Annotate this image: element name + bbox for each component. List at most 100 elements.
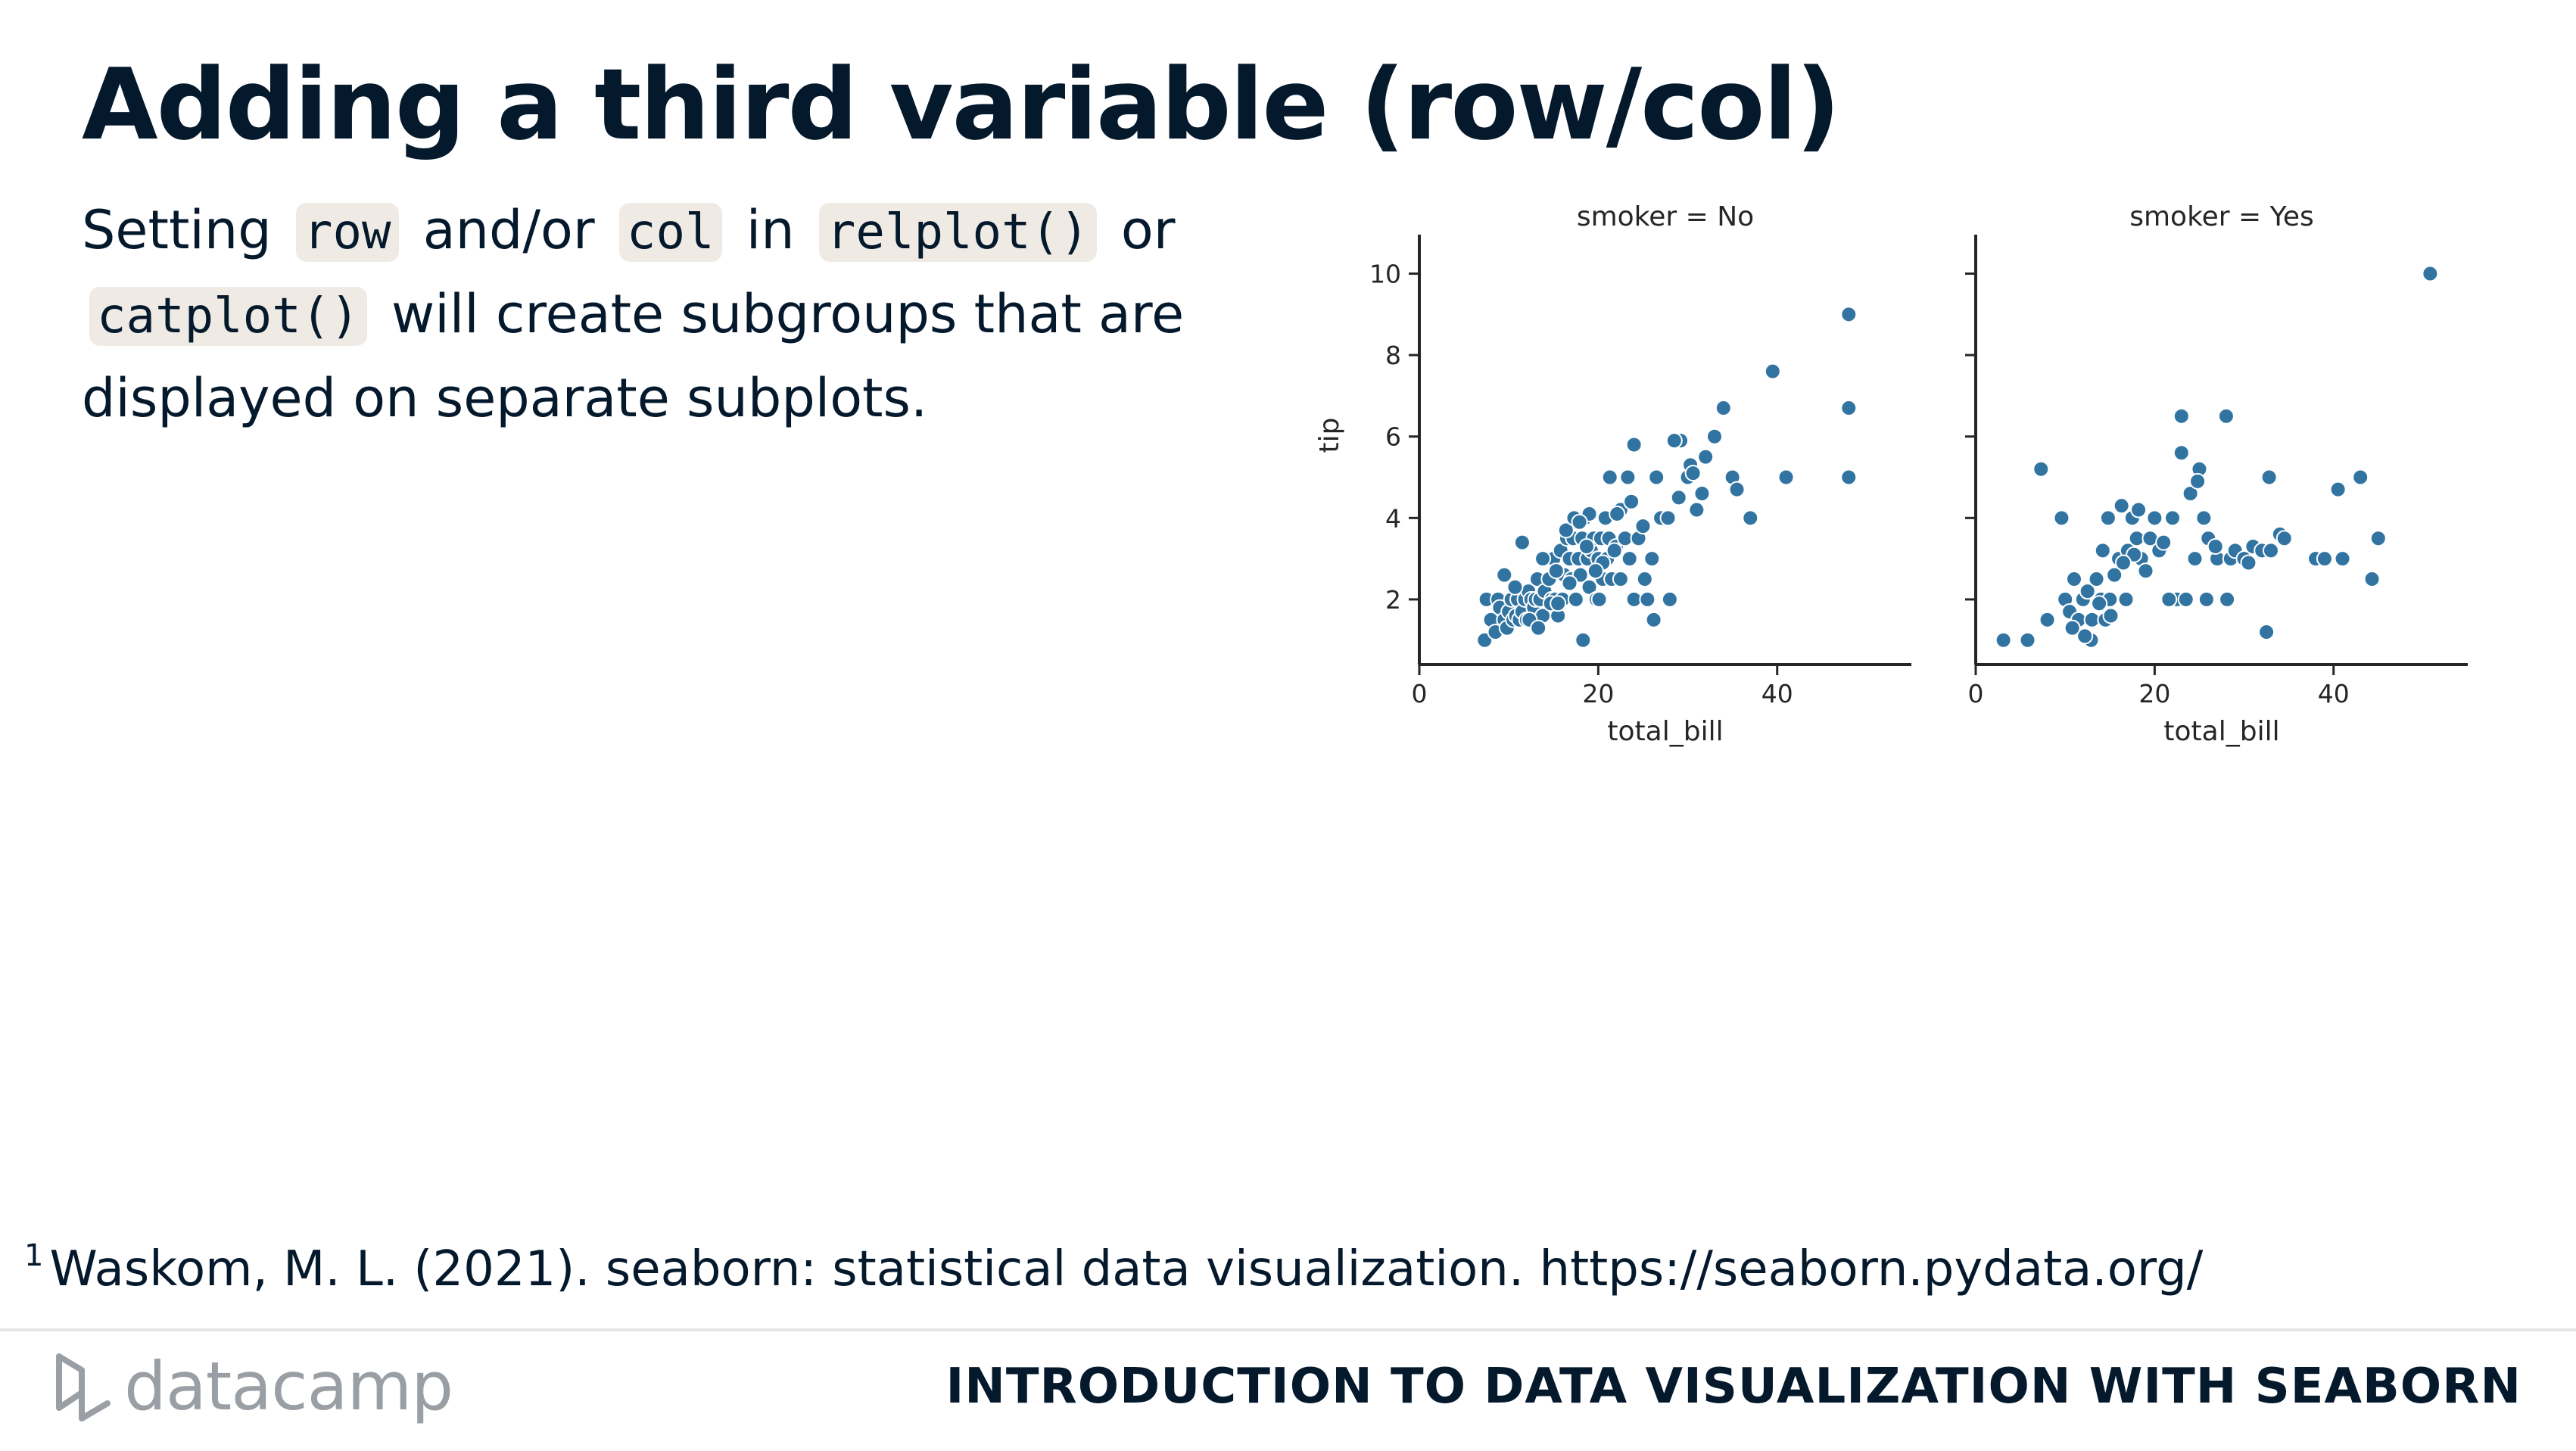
y-axis-label: tip [1314, 418, 1345, 453]
data-point [2182, 485, 2199, 503]
data-point [1609, 505, 1626, 522]
data-point [1645, 611, 1662, 628]
x-tick-label: 40 [1761, 679, 1793, 708]
data-point [2173, 444, 2190, 462]
data-point [1840, 306, 1858, 323]
slide-title: Adding a third variable (row/col) [82, 47, 1840, 162]
data-point [1648, 469, 1665, 486]
data-point [1578, 537, 1595, 555]
data-point [2053, 509, 2070, 527]
footnote: 1 Waskom, M. L. (2021). seaborn: statisti… [24, 1238, 2203, 1297]
data-point [1513, 534, 1531, 551]
data-point [1496, 566, 1513, 584]
x-axis-label: total_bill [2163, 716, 2279, 747]
data-point [2352, 469, 2369, 486]
data-point [2113, 497, 2130, 515]
data-point [1623, 493, 1640, 510]
data-point [2106, 566, 2123, 584]
data-point [2263, 542, 2279, 559]
data-point [1575, 631, 1592, 649]
data-point [1665, 432, 1683, 450]
data-point [2186, 550, 2204, 568]
x-tick-label: 20 [2138, 679, 2170, 708]
data-point [2064, 619, 2081, 637]
data-point [1840, 469, 1858, 486]
data-point [1670, 489, 1687, 506]
data-point [2155, 534, 2173, 551]
data-point [2363, 571, 2381, 588]
data-point [2189, 472, 2207, 490]
footnote-number: 1 [24, 1238, 44, 1273]
data-point [1625, 436, 1643, 453]
data-point [1601, 469, 1618, 486]
course-title: INTRODUCTION TO DATA VISUALIZATION WITH … [945, 1359, 2521, 1415]
panel-smoker-yes: smoker = Yes 0 20 40 total_bill [1965, 201, 2468, 747]
data-point [1661, 590, 1678, 608]
data-point [2079, 583, 2096, 600]
code-row: row [295, 203, 399, 262]
x-axis-label: total_bill [1607, 716, 1723, 747]
panel-title: smoker = No [1577, 201, 1754, 232]
data-point [2260, 469, 2278, 486]
data-point [1590, 590, 1608, 608]
data-point [1557, 522, 1575, 539]
data-point [2019, 631, 2036, 649]
x-tick-label: 0 [1968, 679, 1984, 708]
data-point [1567, 590, 1584, 608]
footer-divider [0, 1328, 2576, 1331]
slide-body: Setting row and/or col in relplot() or c… [82, 189, 1217, 439]
data-point [1688, 501, 1705, 518]
data-point [2091, 595, 2108, 612]
data-point [1684, 465, 1702, 482]
data-point [1639, 590, 1656, 608]
data-point [2207, 537, 2224, 555]
data-point [1612, 571, 1629, 588]
data-point [1995, 631, 2012, 649]
data-point [1530, 619, 1547, 637]
data-point [2094, 542, 2111, 559]
data-point [2198, 590, 2215, 608]
data-point [2173, 407, 2190, 425]
body-text-3: in [746, 199, 795, 261]
data-point [2195, 509, 2213, 527]
scatter-facet-chart: tip smoker = No 2 4 6 8 10 0 20 40 total_bill smo… [1314, 201, 2468, 747]
data-point [1619, 469, 1637, 486]
data-point [1706, 428, 1723, 445]
data-point [1506, 578, 1524, 596]
data-point [2088, 571, 2105, 588]
data-point [2102, 607, 2120, 624]
data-point [1715, 400, 1732, 417]
data-point [2099, 509, 2117, 527]
code-relplot: relplot() [818, 203, 1097, 262]
data-point [1636, 571, 1653, 588]
data-point [2422, 265, 2439, 282]
brand-name: datacamp [124, 1347, 453, 1425]
y-tick-label: 6 [1385, 422, 1401, 452]
body-text-5: will create subgroups that are displayed… [82, 283, 1185, 429]
data-point [2115, 554, 2132, 571]
data-point [2329, 481, 2347, 498]
data-point [1634, 518, 1652, 535]
body-text-2: and/or [422, 199, 595, 261]
data-point [2219, 590, 2236, 608]
y-tick-label: 10 [1369, 260, 1401, 289]
data-point [1697, 448, 1715, 466]
body-text-4: or [1120, 199, 1176, 261]
data-point [1571, 513, 1588, 531]
panel-smoker-no: smoker = No 2 4 6 8 10 0 20 40 total_bill [1369, 201, 1911, 747]
data-point [1742, 509, 1759, 527]
data-point [1581, 578, 1598, 596]
data-point [1764, 363, 1781, 380]
data-point [2039, 611, 2056, 628]
data-point [1587, 562, 1604, 580]
x-tick-label: 0 [1412, 679, 1428, 708]
data-point [2160, 590, 2178, 608]
data-point [2334, 550, 2351, 568]
data-point [2177, 590, 2194, 608]
y-tick-label: 2 [1385, 585, 1401, 615]
data-point [1643, 550, 1661, 568]
datacamp-logo[interactable]: datacamp [53, 1347, 453, 1425]
data-point [1659, 509, 1677, 527]
data-point [2066, 571, 2082, 588]
data-point [2117, 590, 2135, 608]
